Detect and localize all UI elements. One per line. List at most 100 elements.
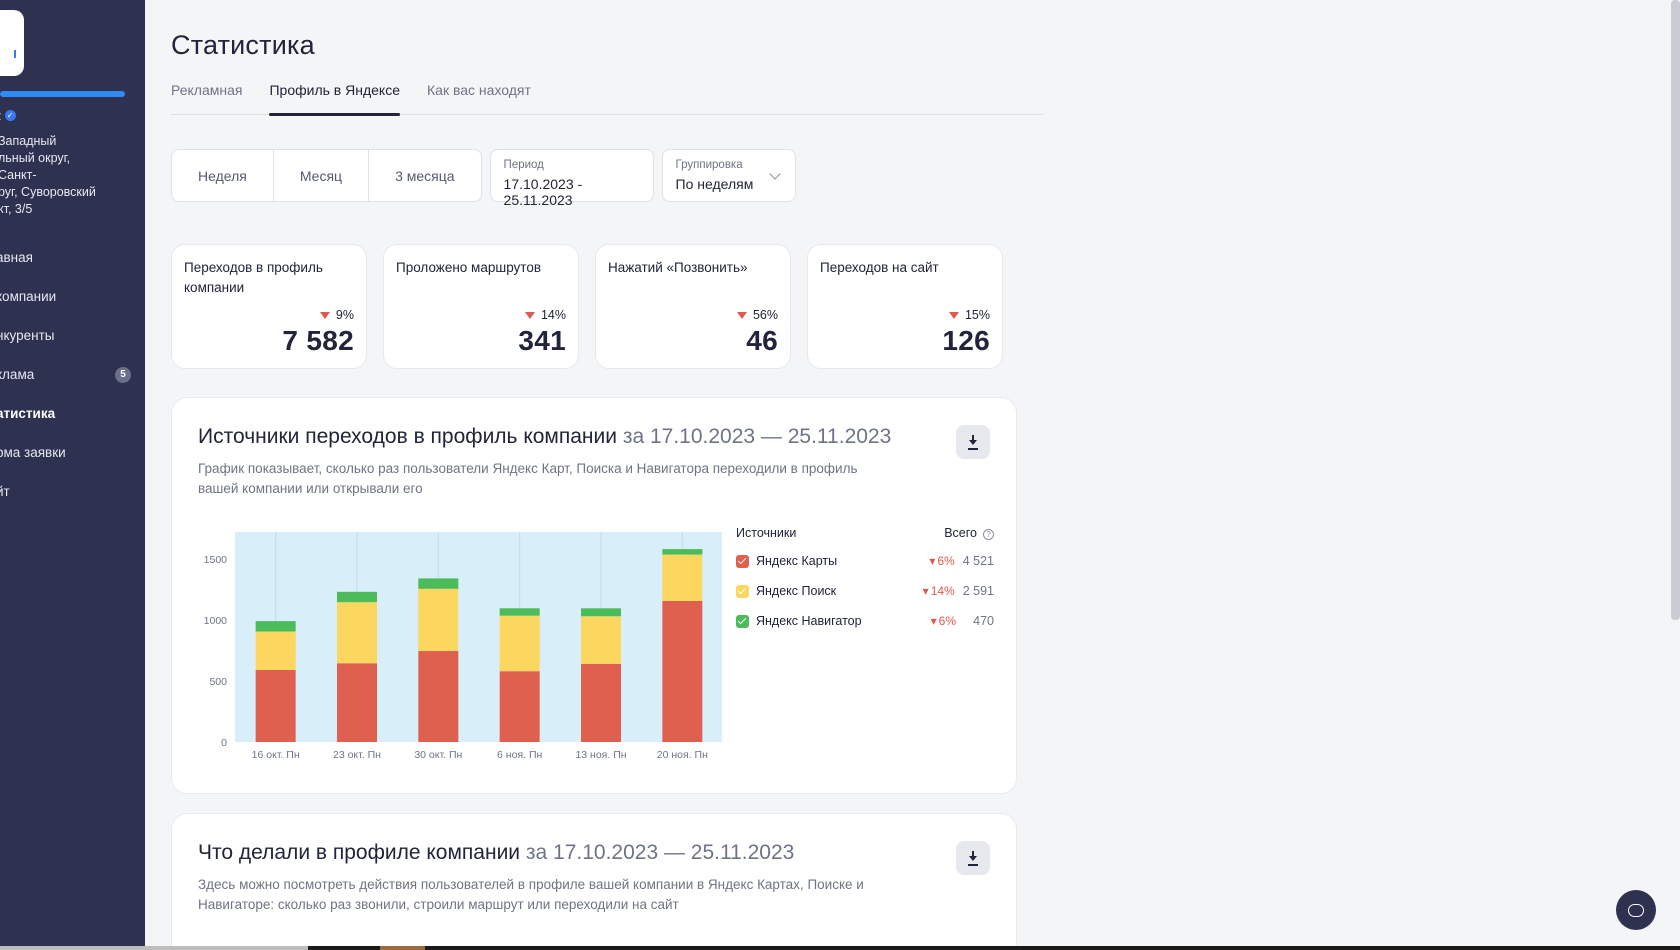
bar-яндекс-поиск-1 bbox=[337, 602, 377, 664]
help-icon[interactable]: ? bbox=[983, 529, 994, 540]
period-button-0[interactable]: Неделя bbox=[172, 150, 274, 201]
actions-panel-title: Что делали в профиле компании за 17.10.2… bbox=[198, 841, 794, 865]
bar-яндекс-навигатор-5 bbox=[662, 549, 703, 555]
logo-mark-icon bbox=[14, 50, 20, 58]
checkbox-icon[interactable] bbox=[736, 614, 749, 628]
actions-title-range: за 17.10.2023 — 25.11.2023 bbox=[525, 841, 795, 864]
x-tick-label: 20 ноя. Пн bbox=[657, 749, 708, 761]
sidebar-item-4[interactable]: атистика bbox=[0, 394, 145, 433]
sources-panel-title: Источники переходов в профиль компании з… bbox=[198, 425, 891, 449]
legend-name: Яндекс Навигатор bbox=[756, 614, 862, 628]
sidebar-item-2[interactable]: нкуренты bbox=[0, 316, 145, 355]
download-button[interactable] bbox=[956, 425, 990, 459]
sidebar-item-label: нкуренты bbox=[0, 328, 55, 343]
legend-name: Яндекс Карты bbox=[756, 554, 838, 568]
company-address: Западный льный округ, Санкт-руг, Суворовс… bbox=[0, 133, 110, 218]
grouping-select[interactable]: Группировка По неделям bbox=[661, 149, 796, 202]
grouping-value: По неделям bbox=[675, 176, 754, 192]
sidebar-item-3[interactable]: клама 5 bbox=[0, 355, 145, 394]
stat-card-1[interactable]: Проложено маршрутов 14% 341 bbox=[383, 244, 579, 369]
sidebar-item-5[interactable]: рма заявки bbox=[0, 433, 145, 472]
stat-delta: 15% bbox=[948, 308, 990, 322]
tab-1[interactable]: Профиль в Яндексе bbox=[269, 78, 400, 116]
stat-value: 126 bbox=[942, 325, 990, 356]
stat-delta: 14% bbox=[524, 308, 566, 322]
stat-delta-value: 56% bbox=[752, 308, 778, 322]
y-tick-label: 1500 bbox=[204, 554, 228, 566]
decrease-arrow-icon bbox=[948, 311, 959, 319]
sources-title-text: Источники переходов в профиль компании bbox=[198, 425, 617, 448]
sources-title-range: за 17.10.2023 — 25.11.2023 bbox=[622, 425, 892, 448]
sources-panel: Источники переходов в профиль компании з… bbox=[171, 397, 1017, 794]
stat-card-0[interactable]: Переходов в профиль компании 9% 7 582 bbox=[171, 244, 367, 369]
sidebar-item-label: йт bbox=[0, 484, 10, 499]
checkbox-icon[interactable] bbox=[736, 554, 749, 568]
sources-legend: Источники Всего? Яндекс Карты6%4 521Янде… bbox=[736, 526, 994, 636]
legend-head-total: Всего? bbox=[944, 526, 994, 546]
bar-яндекс-карты-5 bbox=[662, 600, 703, 742]
stat-value: 7 582 bbox=[282, 325, 354, 356]
bar-яндекс-навигатор-3 bbox=[499, 608, 540, 616]
address-line: кт, 3/5 bbox=[0, 202, 33, 216]
decrease-arrow-icon bbox=[319, 311, 330, 319]
bar-яндекс-поиск-4 bbox=[581, 616, 621, 664]
bar-яндекс-поиск-5 bbox=[662, 554, 703, 601]
y-tick-label: 500 bbox=[209, 676, 227, 688]
sidebar-item-6[interactable]: йт bbox=[0, 472, 145, 511]
legend-total: 2 591 bbox=[962, 584, 994, 598]
company-name: : ✓ bbox=[0, 108, 16, 123]
taskbar-app bbox=[380, 946, 425, 950]
legend-item-2[interactable]: Яндекс Навигатор 6% 470 bbox=[736, 606, 994, 636]
stat-card-3[interactable]: Переходов на сайт 15% 126 bbox=[807, 244, 1003, 369]
grouping-label: Группировка bbox=[675, 159, 743, 171]
progress-fill bbox=[0, 91, 125, 97]
legend-item-0[interactable]: Яндекс Карты 6% 4 521 bbox=[736, 546, 994, 576]
download-icon-base bbox=[968, 448, 978, 450]
sidebar-item-label: атистика bbox=[0, 406, 56, 421]
company-logo[interactable] bbox=[0, 10, 24, 76]
y-tick-label: 0 bbox=[221, 737, 227, 749]
decrease-arrow-icon bbox=[736, 311, 747, 319]
period-field-label: Период bbox=[503, 159, 544, 171]
actions-panel-description: Здесь можно посмотреть действия пользова… bbox=[198, 877, 864, 912]
count-badge: 5 bbox=[115, 366, 131, 383]
bar-яндекс-навигатор-1 bbox=[337, 591, 377, 603]
period-button-2[interactable]: 3 месяца bbox=[395, 167, 455, 184]
chat-icon bbox=[1628, 903, 1644, 917]
download-button-actions[interactable] bbox=[956, 841, 990, 875]
x-tick-label: 6 ноя. Пн bbox=[497, 749, 542, 761]
legend-change: 6% bbox=[929, 554, 954, 568]
tab-0[interactable]: Рекламная bbox=[171, 82, 243, 98]
sidebar-item-label: компании bbox=[0, 289, 57, 304]
x-tick-label: 30 окт. Пн bbox=[414, 749, 462, 761]
legend-item-1[interactable]: Яндекс Поиск 14% 2 591 bbox=[736, 576, 994, 606]
x-tick-label: 16 окт. Пн bbox=[252, 749, 300, 761]
legend-head-total-text: Всего bbox=[944, 526, 977, 540]
bar-яндекс-навигатор-2 bbox=[418, 578, 459, 589]
download-icon bbox=[967, 435, 979, 449]
legend-total: 4 521 bbox=[962, 554, 994, 568]
x-tick-label: 23 окт. Пн bbox=[333, 749, 381, 761]
stat-title: Переходов на сайт bbox=[820, 260, 939, 275]
chat-button[interactable] bbox=[1616, 890, 1656, 930]
plot-area bbox=[235, 532, 722, 742]
stat-card-2[interactable]: Нажатий «Позвонить» 56% 46 bbox=[595, 244, 791, 369]
legend-change: 6% bbox=[931, 614, 956, 628]
stat-value: 341 bbox=[518, 325, 566, 356]
period-button-1[interactable]: Месяц bbox=[274, 150, 370, 201]
bar-яндекс-карты-3 bbox=[499, 671, 540, 742]
download-icon bbox=[967, 851, 979, 865]
sources-bar-chart: 0 500 1000 1500 16 окт. Пн 23 окт. Пн 30 окт. … bbox=[204, 532, 722, 761]
y-tick-label: 1000 bbox=[204, 615, 228, 627]
sidebar-item-1[interactable]: компании bbox=[0, 277, 145, 316]
period-field[interactable]: Период 17.10.2023 - 25.11.2023 bbox=[489, 149, 654, 208]
tab-2[interactable]: Как вас находят bbox=[427, 82, 531, 98]
checkbox-icon[interactable] bbox=[736, 584, 749, 598]
profile-progress-bar bbox=[0, 91, 125, 97]
legend-head-sources: Источники bbox=[736, 526, 797, 540]
page-scrollbar[interactable] bbox=[1671, 0, 1680, 620]
tabs: Рекламная Профиль в Яндексе Как вас находя… bbox=[171, 78, 1043, 116]
sidebar-item-0[interactable]: авная bbox=[0, 238, 145, 277]
stat-delta: 9% bbox=[319, 308, 354, 322]
stat-title: Проложено маршрутов bbox=[396, 260, 542, 275]
